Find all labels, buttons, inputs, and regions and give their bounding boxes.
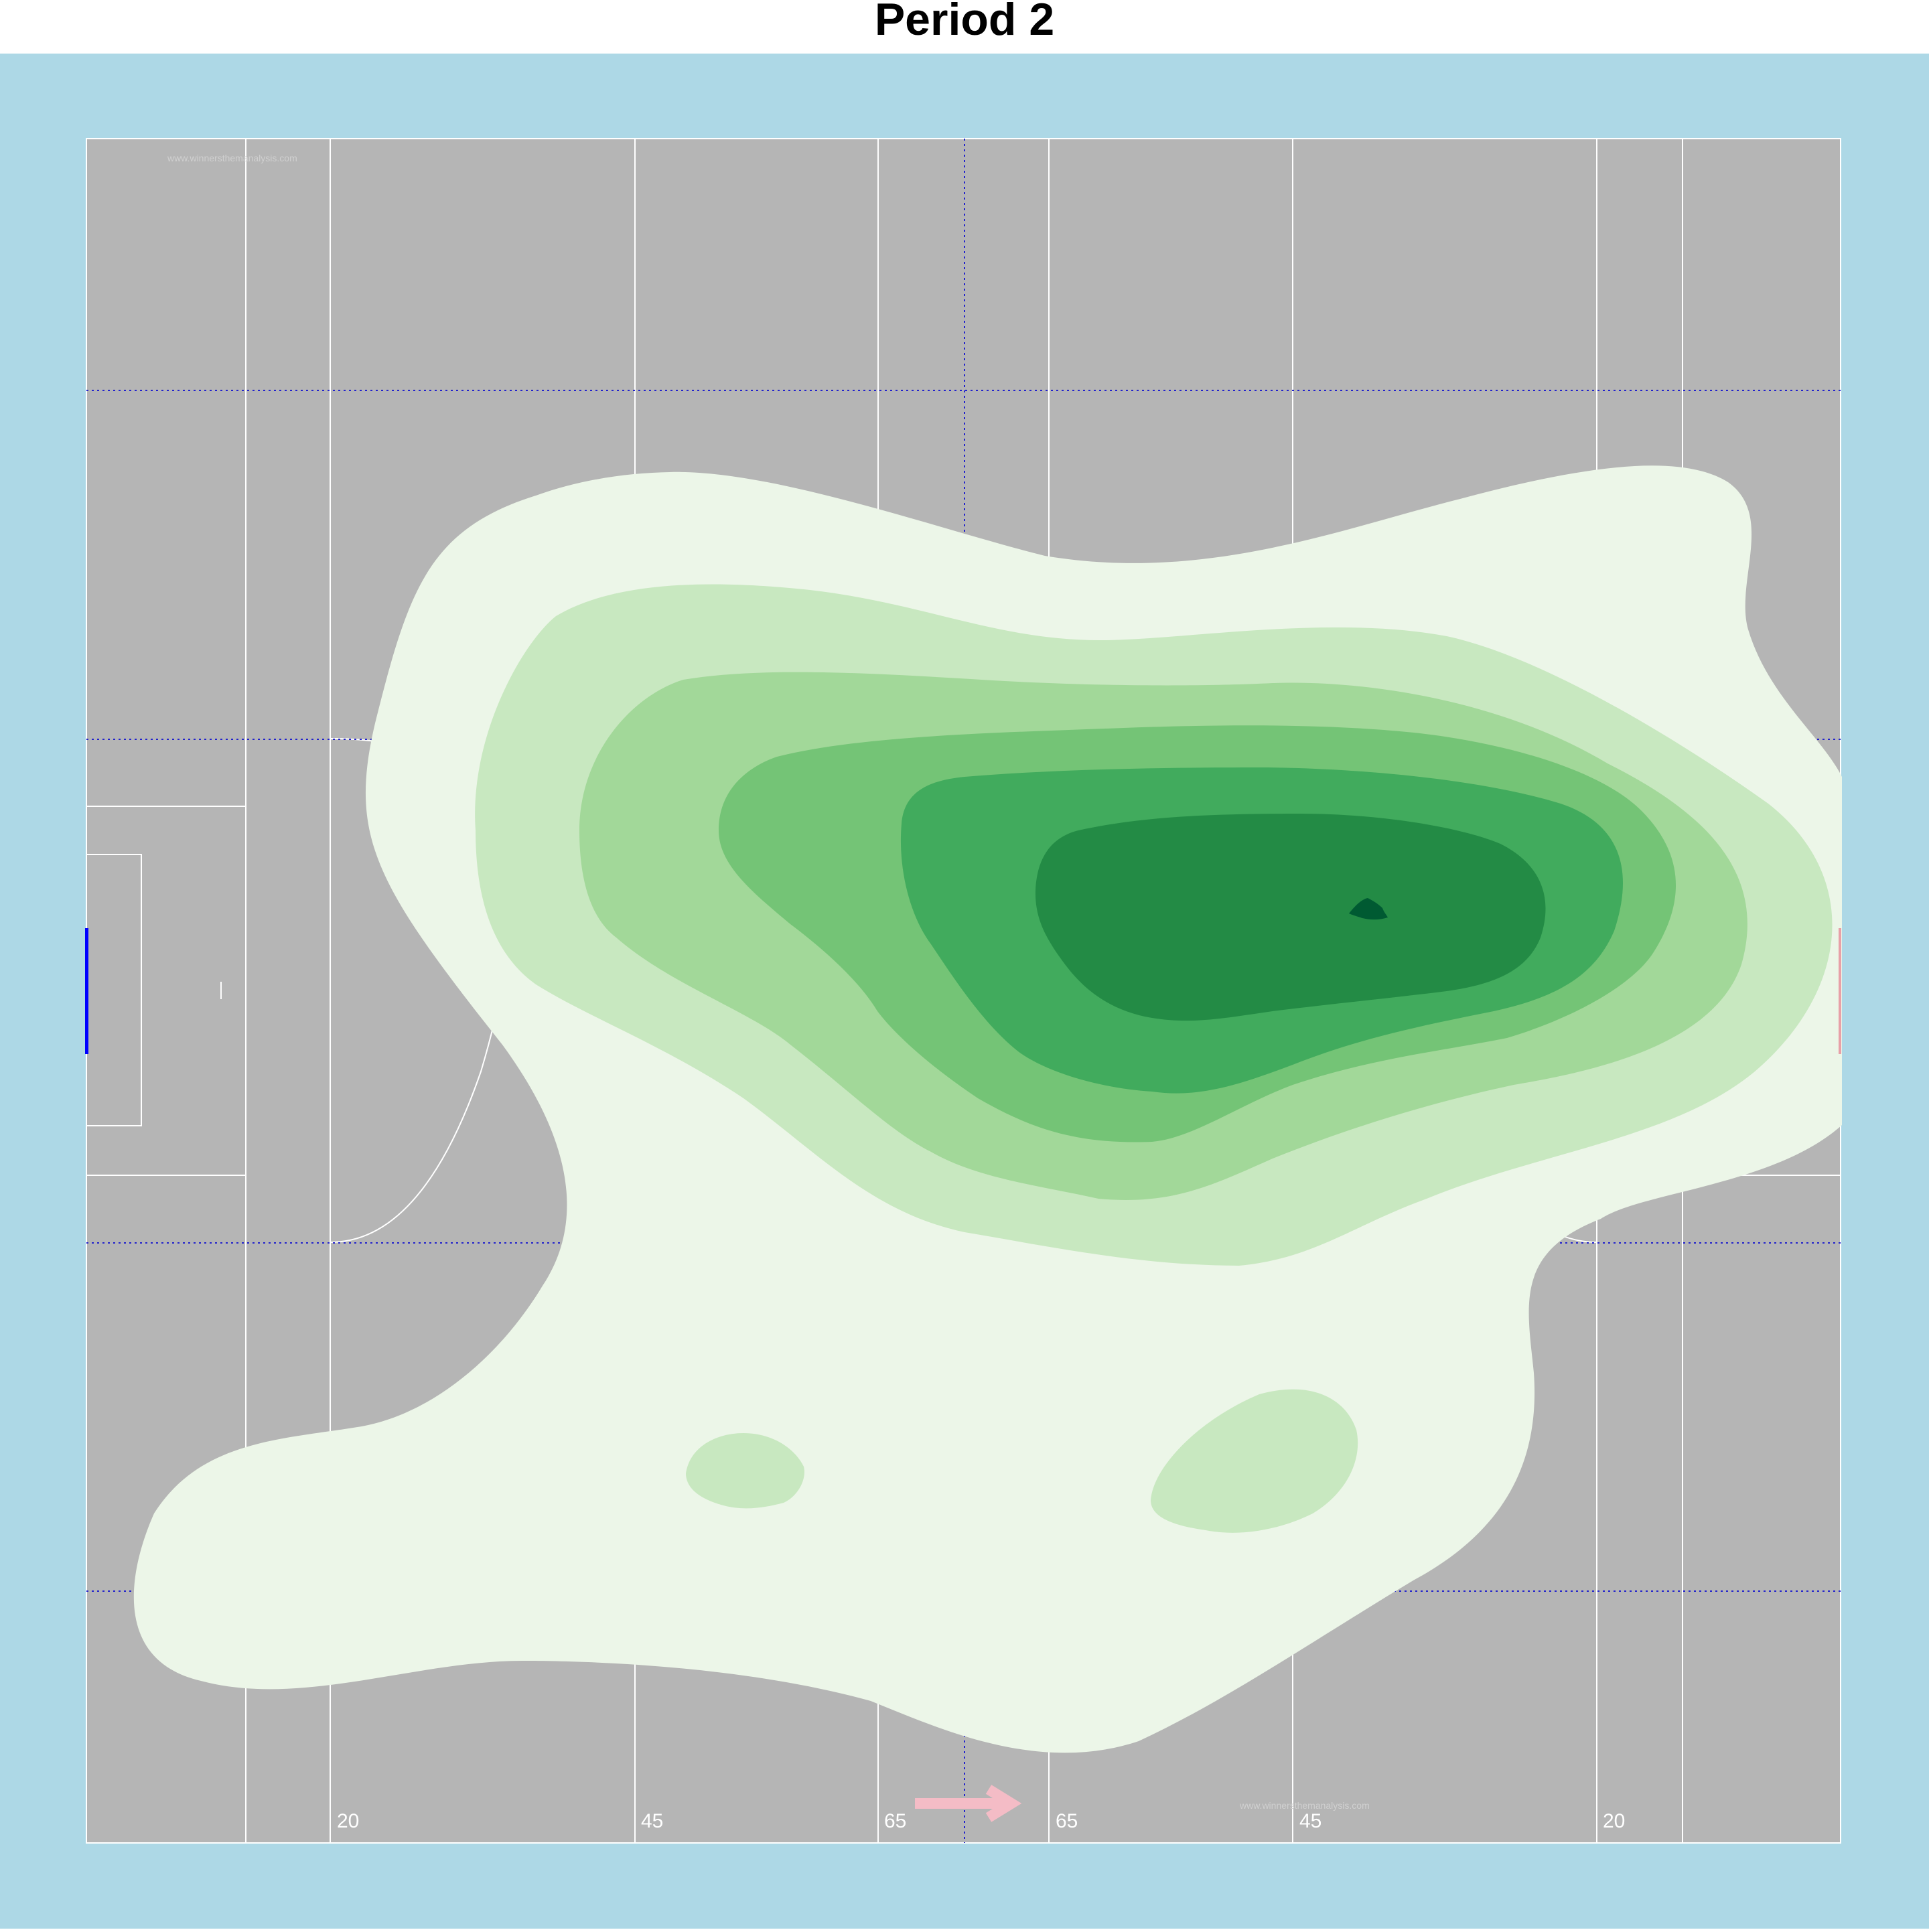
- x-tick-label: 20: [337, 1810, 359, 1832]
- x-tick-label: 45: [1299, 1810, 1321, 1832]
- hotspot-left: [686, 1433, 804, 1509]
- arrow-right-icon: [915, 1785, 1022, 1822]
- plot-area: www.winnersthemanalysis.com www.winnerst…: [0, 54, 1929, 1929]
- x-tick-labels: 20 45 65 65 45 20: [337, 1810, 1625, 1832]
- density-contours: [133, 465, 1843, 1753]
- watermark-top: www.winnersthemanalysis.com: [167, 153, 297, 163]
- x-tick-label: 45: [641, 1810, 663, 1832]
- hotspot-right: [1151, 1389, 1358, 1533]
- heatmap-chart: www.winnersthemanalysis.com www.winnerst…: [0, 54, 1929, 1929]
- density-level-6: [1035, 814, 1546, 1021]
- goal-right: [1839, 928, 1841, 1054]
- chart-title: Period 2: [874, 0, 1055, 45]
- x-tick-label: 65: [1056, 1810, 1078, 1832]
- arrow-head: [985, 1785, 1022, 1822]
- watermark-bottom: www.winnersthemanalysis.com: [1239, 1800, 1370, 1811]
- goal-left: [85, 928, 88, 1054]
- title-bar: [0, 0, 1929, 54]
- x-tick-label: 65: [884, 1810, 906, 1832]
- density-level-7: [1349, 898, 1388, 920]
- x-tick-label: 20: [1603, 1810, 1625, 1832]
